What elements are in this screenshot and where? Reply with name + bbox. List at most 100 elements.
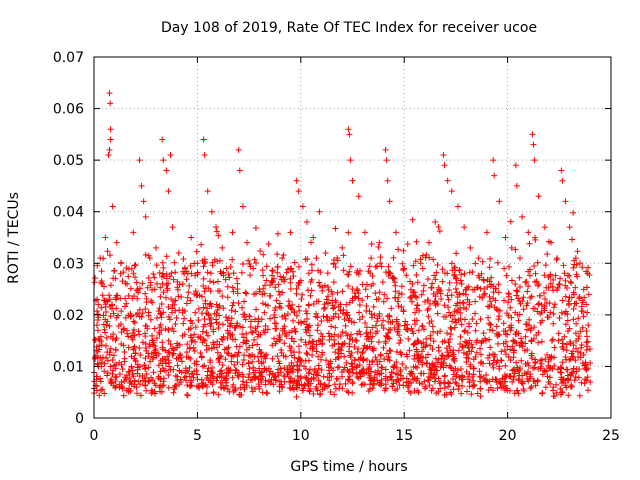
data-point [462,327,469,334]
data-point [237,323,244,330]
data-point [467,361,474,368]
data-point [277,273,284,280]
data-point [174,362,181,369]
data-point [579,324,586,331]
data-point [209,369,216,376]
data-point [412,309,419,316]
data-point [568,382,575,389]
data-point [156,269,163,276]
data-point [144,284,151,291]
data-point [349,286,356,293]
data-point [160,382,167,389]
data-point [249,351,256,358]
data-point [151,325,158,332]
data-point [586,346,593,353]
data-point [389,383,396,390]
data-point [532,279,539,286]
data-point [228,352,235,359]
data-point [559,297,566,304]
data-point [145,312,152,319]
data-point [392,229,399,236]
data-point [476,368,483,375]
data-point [142,251,149,258]
data-point [392,387,399,394]
data-point [461,270,468,277]
data-point [207,300,214,307]
data-point [120,342,127,349]
data-point [271,335,278,342]
data-point [568,350,575,357]
data-point [262,377,269,384]
data-point [431,378,438,385]
data-point [359,370,366,377]
data-point [129,371,136,378]
data-point [103,355,110,362]
data-point [433,367,440,374]
data-point [113,314,120,321]
data-point [583,327,590,334]
data-point [134,364,141,371]
data-point [512,246,519,253]
data-point [403,364,410,371]
data-point [299,203,306,210]
data-point [290,379,297,386]
data-point [165,303,172,310]
data-point [239,324,246,331]
data-point [349,380,356,387]
data-point [204,368,211,375]
data-point [483,229,490,236]
data-point [583,339,590,346]
data-point [386,198,393,205]
data-point [220,333,227,340]
data-point [458,271,465,278]
data-point [411,374,418,381]
data-point [242,289,249,296]
data-point [248,329,255,336]
data-point [259,267,266,274]
data-point [271,311,278,318]
data-point [176,367,183,374]
data-point [469,316,476,323]
data-point [170,389,177,396]
data-point [337,301,344,308]
data-point [126,266,133,273]
data-point [286,379,293,386]
data-point [218,384,225,391]
data-point [472,260,479,267]
data-point [115,323,122,330]
data-point [494,385,501,392]
data-point [558,364,565,371]
data-point [539,371,546,378]
data-point [404,240,411,247]
data-point [165,371,172,378]
data-point [184,341,191,348]
data-point [572,330,579,337]
data-point [219,293,226,300]
data-point [347,352,354,359]
data-point [168,269,175,276]
data-point [550,320,557,327]
data-point [174,340,181,347]
data-point [120,269,127,276]
data-point [188,379,195,386]
data-point [275,366,282,373]
data-point [461,224,468,231]
data-point [313,348,320,355]
data-point [356,302,363,309]
data-point [583,346,590,353]
data-point [232,386,239,393]
data-point [352,293,359,300]
data-point [466,348,473,355]
data-point [136,285,143,292]
data-point [415,327,422,334]
data-point [432,375,439,382]
data-point [452,275,459,282]
data-point [166,363,173,370]
data-point [215,232,222,239]
data-point [200,136,207,143]
data-point [192,324,199,331]
data-point [378,370,385,377]
data-point [124,330,131,337]
data-point [124,280,131,287]
data-point [514,288,521,295]
